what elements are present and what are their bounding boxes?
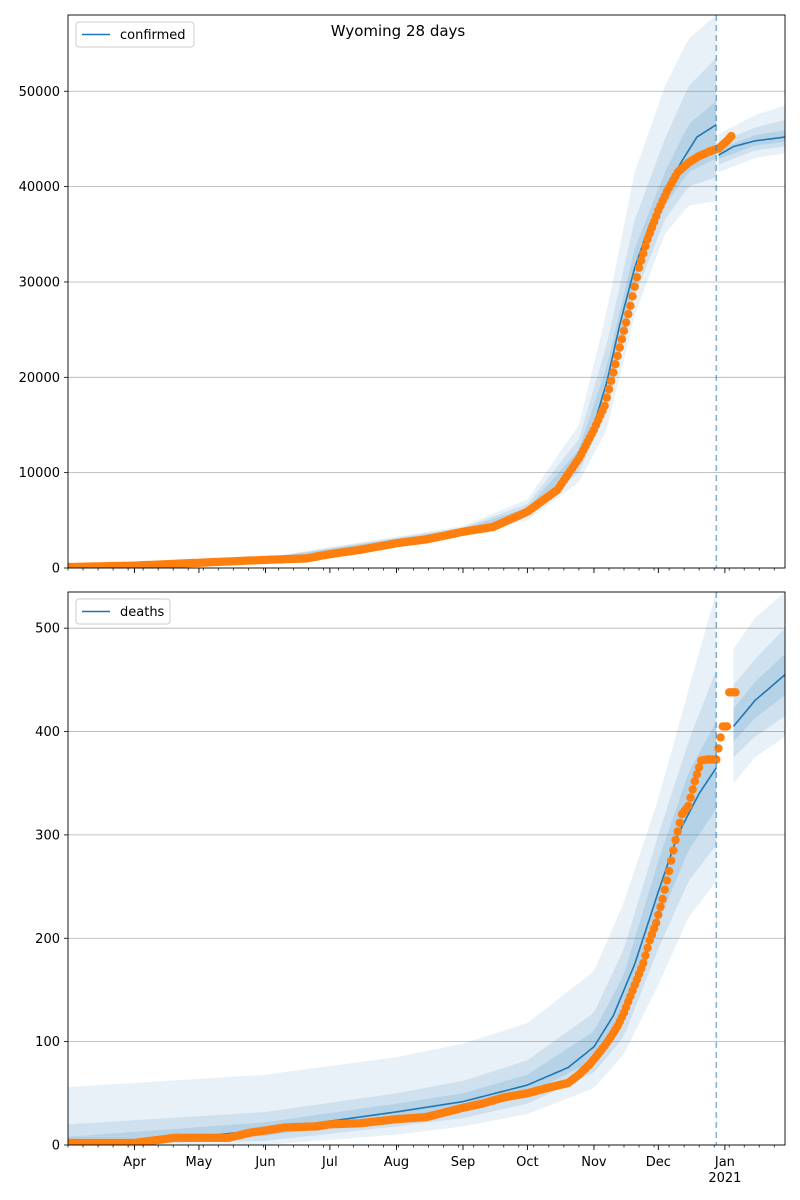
observed-point [654, 910, 663, 919]
legend-box [75, 598, 171, 625]
observed-point [602, 393, 611, 402]
confirmed-panel: 0 10000 20000 30000 40000 50000 confirmed [19, 14, 786, 577]
observed-point [609, 368, 618, 377]
observed-point [639, 249, 648, 258]
x-tick-label: Jan [714, 1155, 735, 1170]
observed-point [600, 401, 609, 411]
y-tick-label: 100 [35, 1035, 60, 1050]
observed-point [613, 351, 622, 361]
uncertainty-band [68, 100, 717, 568]
x-tick-label: Nov [581, 1155, 607, 1170]
axes-frame [67, 14, 786, 569]
observed-point [690, 777, 699, 786]
y-tick-label: 500 [35, 622, 60, 637]
observed-point [694, 763, 704, 772]
observed-point [621, 318, 631, 327]
observed-point [641, 951, 650, 960]
x-year-label: 2021 [708, 1171, 741, 1186]
x-tick-label: Jun [254, 1155, 275, 1170]
observed-point [684, 801, 693, 811]
observed-point [667, 856, 676, 865]
y-tick-label: 30000 [19, 275, 60, 290]
uncertainty-band [718, 105, 785, 173]
y-tick-label: 10000 [19, 466, 60, 481]
observed-point [662, 876, 672, 885]
observed-point [604, 385, 614, 394]
uncertainty-band [733, 628, 785, 758]
observed-point [626, 301, 635, 310]
y-tick-label: 300 [35, 828, 60, 843]
observed-point [639, 958, 648, 968]
uncertainty-band [733, 654, 785, 742]
legend-label: confirmed [120, 28, 186, 43]
observed-point [727, 131, 736, 141]
observed-point [652, 918, 661, 927]
x-tick-label: Oct [516, 1155, 538, 1170]
uncertainty-band [68, 592, 717, 1145]
x-tick-label: Jul [321, 1155, 338, 1170]
observed-point [619, 326, 629, 335]
y-tick-label: 20000 [19, 371, 60, 386]
observed-point [656, 902, 665, 912]
x-tick-label: Sep [451, 1155, 476, 1170]
y-tick-label: 400 [35, 725, 60, 740]
uncertainty-band [68, 57, 717, 568]
plot-area [68, 592, 785, 1145]
observed-point [641, 242, 650, 251]
model-median-line [718, 136, 785, 156]
observed-point [630, 282, 639, 291]
legend-label: deaths [120, 605, 165, 620]
observed-point [712, 755, 721, 764]
observed-point [637, 256, 646, 265]
y-tick-label: 200 [35, 932, 60, 947]
figure-title: Wyoming 28 days [331, 22, 466, 40]
observed-point [731, 688, 740, 697]
y-tick-label: 50000 [19, 85, 60, 100]
observed-point [660, 885, 669, 894]
x-tick-label: Aug [384, 1155, 409, 1170]
observed-point [716, 733, 725, 742]
observed-point [692, 770, 702, 779]
y-tick-label: 0 [52, 1139, 60, 1154]
observed-point [632, 273, 642, 282]
legend: confirmed [75, 21, 195, 48]
observed-point [628, 292, 637, 301]
observed-point [675, 818, 684, 827]
observed-point [611, 360, 620, 369]
legend: deaths [75, 598, 171, 625]
plot-area [68, 15, 785, 568]
observed-point [686, 793, 695, 802]
model-median-line [732, 674, 785, 727]
observed-point [606, 376, 616, 386]
observed-point [673, 827, 682, 836]
y-tick-label: 0 [52, 562, 60, 577]
deaths-panel: 0 100 200 300 400 500 Apr May Jun Jul Aug Sep Oct Nov… [35, 591, 786, 1186]
observed-point [688, 785, 697, 794]
observed-point [722, 722, 732, 731]
y-tick-label: 40000 [19, 180, 60, 195]
legend-box [75, 21, 195, 48]
axes-frame [67, 591, 786, 1146]
x-tick-label: Apr [123, 1155, 146, 1170]
observed-point [634, 263, 644, 272]
observed-point [664, 866, 674, 876]
observed-point [617, 335, 627, 344]
observed-point [615, 343, 624, 352]
x-tick-label: Dec [646, 1155, 671, 1170]
uncertainty-band [718, 130, 785, 159]
observed-point [658, 894, 667, 904]
observed-point [624, 309, 633, 319]
observed-point [643, 943, 652, 953]
x-tick-label: May [186, 1155, 213, 1170]
uncertainty-band [733, 592, 785, 784]
observed-point [671, 835, 680, 845]
observed-point [669, 846, 678, 855]
